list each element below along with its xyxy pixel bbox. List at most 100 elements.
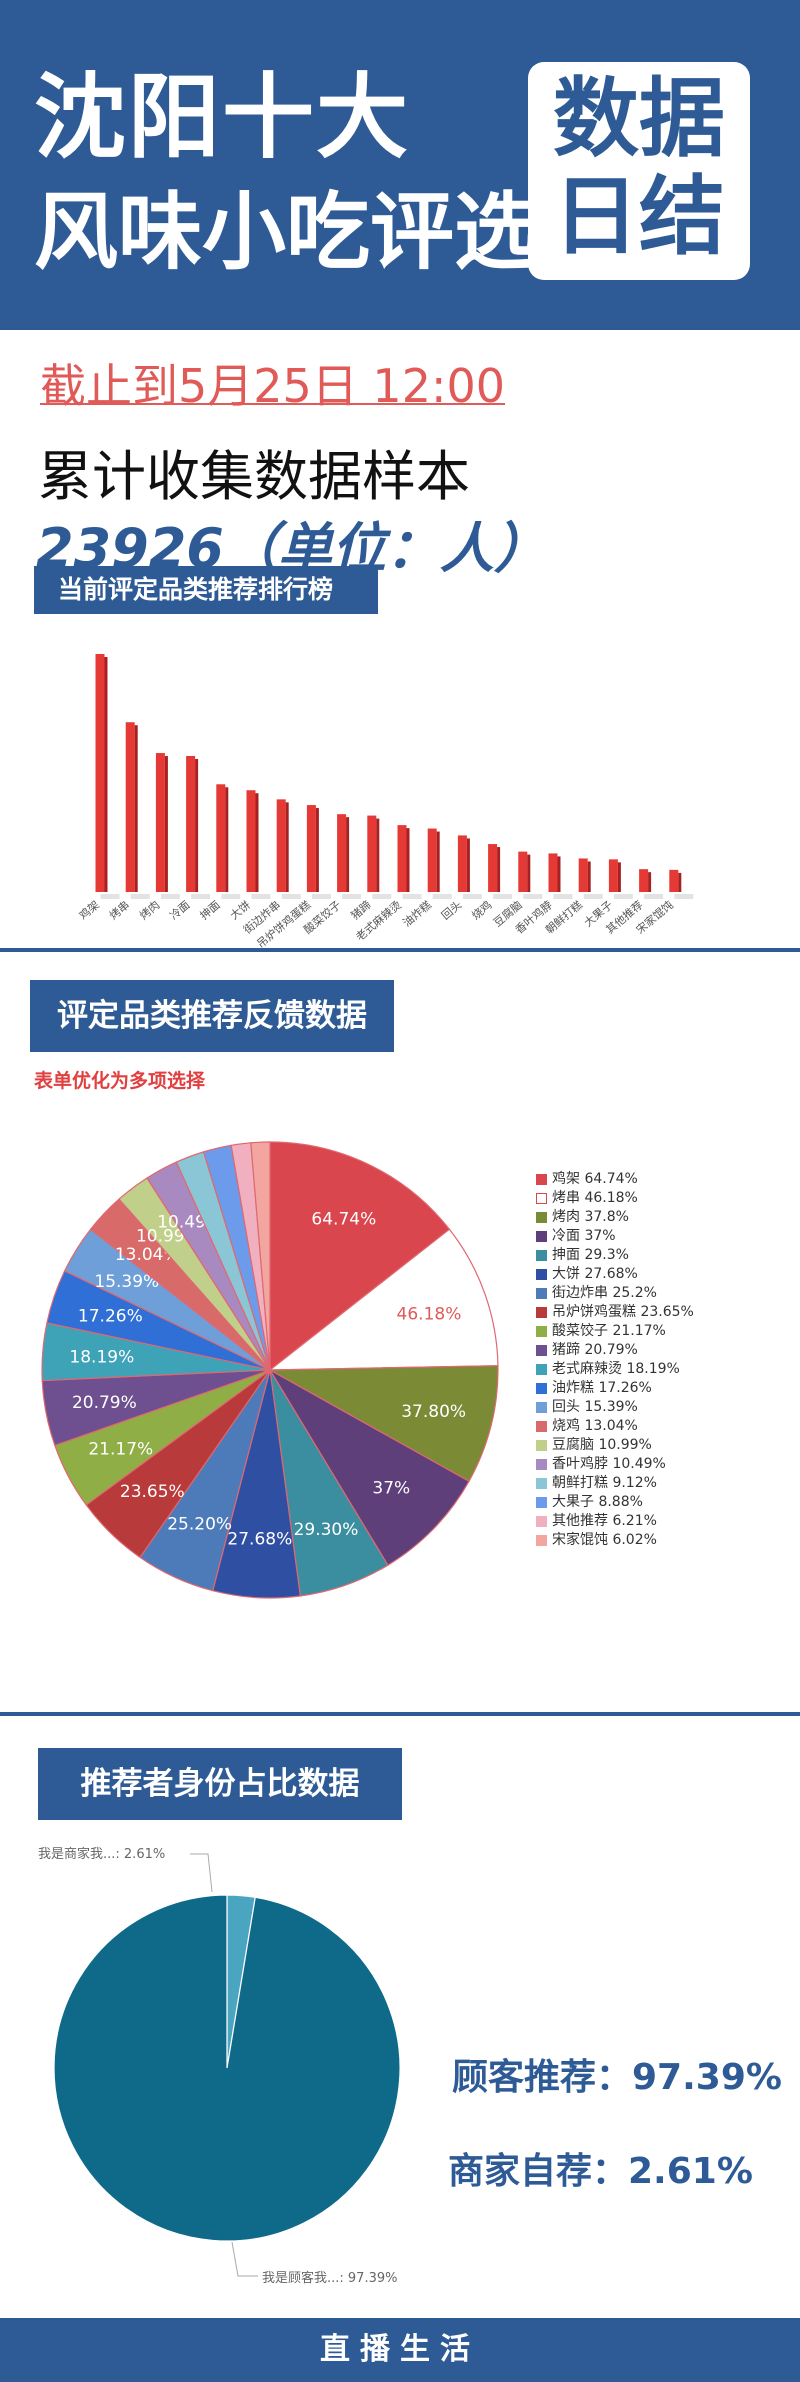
bar-side xyxy=(225,787,229,892)
bar xyxy=(125,722,135,892)
bar xyxy=(457,835,467,892)
identity-merchant-label: 我是商家我...: 2.61% xyxy=(38,1846,165,1862)
sample-label: 累计收集数据样本 xyxy=(38,445,470,508)
bar-shadow xyxy=(130,894,150,899)
bar-category-label: 抻面 xyxy=(197,898,223,923)
pie-slice xyxy=(268,1228,499,1371)
legend-label: 香叶鸡脖 10.49% xyxy=(552,1456,666,1472)
bar-shadow xyxy=(311,894,331,899)
bar-side xyxy=(497,847,501,892)
legend-label: 油炸糕 17.26% xyxy=(552,1380,652,1396)
identity-section-label: 推荐者身份占比数据 xyxy=(38,1748,402,1820)
bar-side xyxy=(134,725,138,892)
leader-line xyxy=(190,1853,213,1893)
legend-item: 吊炉饼鸡蛋糕 23.65% xyxy=(536,1303,694,1322)
bar-category-label: 鸡架 xyxy=(76,898,102,923)
legend-label: 朝鲜打糕 9.12% xyxy=(552,1475,657,1491)
legend-item: 烤肉 37.8% xyxy=(536,1208,694,1227)
badge-line2: 日结 xyxy=(553,167,725,267)
bar-side xyxy=(527,854,531,892)
bar xyxy=(608,859,618,892)
bar-shadow xyxy=(160,894,180,899)
legend-swatch xyxy=(536,1212,547,1223)
legend-swatch xyxy=(536,1345,547,1356)
bar-shadow xyxy=(191,894,211,899)
pie-slice-label: 25.20% xyxy=(167,1514,232,1534)
bar xyxy=(397,825,407,892)
bar xyxy=(669,869,679,892)
legend-swatch xyxy=(536,1402,547,1413)
legend-swatch xyxy=(536,1364,547,1375)
merchant-share: 商家自荐：2.61% xyxy=(448,2151,753,2192)
bar-shadow xyxy=(372,894,392,899)
pie-legend: 鸡架 64.74% 烤串 46.18% 烤肉 37.8% 冷面 37% 抻面 29.3%… xyxy=(536,1170,694,1550)
legend-label: 烤肉 37.8% xyxy=(552,1209,629,1225)
legend-item: 烤串 46.18% xyxy=(536,1189,694,1208)
bar-shadow xyxy=(221,894,241,899)
bar-side xyxy=(164,756,168,892)
legend-swatch xyxy=(536,1269,547,1280)
bar-side xyxy=(376,818,380,892)
bar-shadow xyxy=(674,894,694,899)
legend-item: 冷面 37% xyxy=(536,1227,694,1246)
legend-item: 油炸糕 17.26% xyxy=(536,1379,694,1398)
bar xyxy=(95,654,105,892)
badge-line1: 数据 xyxy=(553,69,725,169)
bar xyxy=(276,799,286,892)
page-title-line2: 风味小吃评选 xyxy=(34,183,539,281)
legend-swatch xyxy=(536,1231,547,1242)
legend-item: 大果子 8.88% xyxy=(536,1493,694,1512)
bar xyxy=(246,790,256,892)
legend-item: 街边炸串 25.2% xyxy=(536,1284,694,1303)
identity-pie-chart: 我是商家我...: 2.61% 我是顾客我...: 97.39% xyxy=(38,1846,401,2286)
identity-slice xyxy=(53,1894,401,2242)
legend-label: 烧鸡 13.04% xyxy=(552,1418,638,1434)
bar xyxy=(518,851,528,892)
header-banner: 沈阳十大 风味小吃评选 数据 日结 xyxy=(0,0,800,330)
legend-swatch xyxy=(536,1440,547,1451)
legend-swatch xyxy=(536,1535,547,1546)
pie-slice-label: 37.80% xyxy=(401,1402,466,1422)
bar-shadow xyxy=(553,894,573,899)
bar xyxy=(155,753,165,892)
pie-slice xyxy=(268,1368,470,1566)
bar-shadow xyxy=(462,894,482,899)
legend-item: 回头 15.39% xyxy=(536,1398,694,1417)
pie-slice-label: 20.79% xyxy=(72,1393,137,1413)
bar-shadow xyxy=(644,894,664,899)
section-divider xyxy=(0,948,800,952)
bar-shadow xyxy=(281,894,301,899)
pie-slice-label: 46.18% xyxy=(397,1304,462,1324)
bar-side xyxy=(285,802,289,892)
bar xyxy=(639,869,649,892)
legend-item: 酸菜饺子 21.17% xyxy=(536,1322,694,1341)
legend-swatch xyxy=(536,1193,547,1204)
pie-slice-label: 23.65% xyxy=(120,1482,185,1502)
bar xyxy=(186,755,196,892)
legend-swatch xyxy=(536,1478,547,1489)
legend-swatch xyxy=(536,1250,547,1261)
legend-label: 吊炉饼鸡蛋糕 23.65% xyxy=(552,1304,694,1320)
bar-shadow xyxy=(583,894,603,899)
pie-slice-label: 64.74% xyxy=(311,1209,376,1229)
pie-slice-label: 15.39% xyxy=(94,1272,159,1292)
section-divider xyxy=(0,1712,800,1716)
bar-side xyxy=(255,793,259,892)
pie-slice-label: 27.68% xyxy=(227,1529,292,1549)
legend-label: 大饼 27.68% xyxy=(552,1266,638,1282)
legend-item: 大饼 27.68% xyxy=(536,1265,694,1284)
leader-line xyxy=(231,2241,258,2277)
legend-swatch xyxy=(536,1516,547,1527)
legend-item: 烧鸡 13.04% xyxy=(536,1417,694,1436)
bar-shadow xyxy=(523,894,543,899)
pie-slice-label: 21.17% xyxy=(88,1440,153,1460)
bar-category-label: 油炸糕 xyxy=(400,898,434,930)
bar-shadow xyxy=(251,894,271,899)
legend-label: 抻面 29.3% xyxy=(552,1247,629,1263)
bar xyxy=(216,784,226,892)
bar-side xyxy=(436,831,440,892)
bar xyxy=(367,815,377,892)
legend-label: 酸菜饺子 21.17% xyxy=(552,1323,666,1339)
bar-shadow xyxy=(402,894,422,899)
cutoff-time: 截止到5月25日 12:00 xyxy=(40,359,505,413)
